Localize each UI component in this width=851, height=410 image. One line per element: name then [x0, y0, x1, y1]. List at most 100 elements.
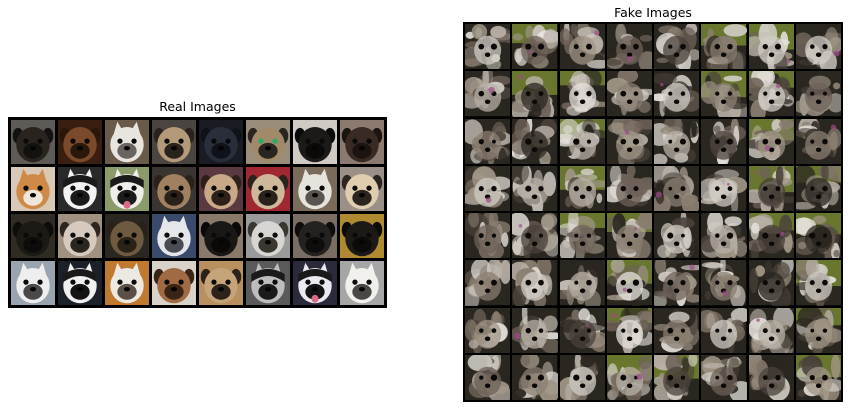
fake-dog-image — [795, 354, 841, 400]
real-dog-image — [293, 214, 337, 258]
fake-dog-image — [559, 260, 605, 306]
real-dog-image — [58, 120, 102, 164]
real-dog-image — [11, 261, 55, 305]
fake-dog-image — [795, 24, 841, 70]
real-dog-image — [105, 167, 149, 211]
fake-dog-image — [606, 354, 652, 400]
real-dog-image — [246, 167, 290, 211]
real-dog-image — [340, 120, 384, 164]
fake-dog-image — [606, 24, 652, 70]
fake-dog-image — [606, 213, 652, 259]
real-dog-image — [199, 120, 243, 164]
fake-dog-image — [654, 354, 700, 400]
fake-dog-image — [465, 213, 511, 259]
fake-dog-image — [559, 213, 605, 259]
real-images-grid — [8, 117, 387, 308]
fake-dog-image — [795, 213, 841, 259]
fake-images-grid — [463, 22, 843, 402]
fake-dog-image — [606, 118, 652, 164]
fake-dog-image — [559, 24, 605, 70]
fake-dog-image — [512, 213, 558, 259]
fake-dog-image — [748, 354, 794, 400]
fake-dog-image — [512, 165, 558, 211]
fake-dog-image — [654, 260, 700, 306]
fake-dog-image — [512, 118, 558, 164]
fake-dog-image — [795, 260, 841, 306]
fake-dog-image — [701, 307, 747, 353]
real-dog-image — [340, 167, 384, 211]
real-dog-image — [11, 214, 55, 258]
fake-dog-image — [654, 165, 700, 211]
real-dog-image — [152, 214, 196, 258]
real-dog-image — [152, 261, 196, 305]
fake-dog-image — [748, 213, 794, 259]
fake-dog-image — [701, 118, 747, 164]
fake-dog-image — [559, 165, 605, 211]
fake-dog-image — [795, 71, 841, 117]
fake-dog-image — [465, 118, 511, 164]
real-dog-image — [152, 167, 196, 211]
fake-dog-image — [512, 71, 558, 117]
fake-dog-image — [559, 354, 605, 400]
real-dog-image — [11, 167, 55, 211]
fake-dog-image — [701, 213, 747, 259]
fake-dog-image — [559, 118, 605, 164]
real-dog-image — [340, 214, 384, 258]
fake-dog-image — [748, 307, 794, 353]
real-dog-image — [246, 120, 290, 164]
fake-dog-image — [606, 71, 652, 117]
fake-images-title: Fake Images — [614, 5, 692, 20]
real-dog-image — [199, 214, 243, 258]
fake-dog-image — [654, 118, 700, 164]
fake-dog-image — [654, 71, 700, 117]
fake-dog-image — [606, 307, 652, 353]
real-dog-image — [58, 261, 102, 305]
real-images-title: Real Images — [159, 99, 236, 114]
real-dog-image — [199, 261, 243, 305]
fake-dog-image — [465, 165, 511, 211]
real-dog-image — [293, 167, 337, 211]
real-dog-image — [11, 120, 55, 164]
fake-dog-image — [654, 307, 700, 353]
fake-dog-image — [654, 213, 700, 259]
fake-dog-image — [748, 118, 794, 164]
fake-dog-image — [795, 165, 841, 211]
real-dog-image — [293, 120, 337, 164]
fake-dog-image — [606, 260, 652, 306]
real-dog-image — [105, 261, 149, 305]
real-dog-image — [246, 261, 290, 305]
fake-dog-image — [654, 24, 700, 70]
fake-dog-image — [748, 165, 794, 211]
real-dog-image — [199, 167, 243, 211]
fake-dog-image — [512, 354, 558, 400]
fake-dog-image — [701, 165, 747, 211]
fake-dog-image — [512, 307, 558, 353]
real-dog-image — [152, 120, 196, 164]
fake-dog-image — [559, 307, 605, 353]
fake-dog-image — [795, 307, 841, 353]
fake-dog-image — [748, 24, 794, 70]
fake-dog-image — [701, 71, 747, 117]
fake-dog-image — [701, 260, 747, 306]
real-dog-image — [105, 120, 149, 164]
fake-dog-image — [512, 24, 558, 70]
fake-dog-image — [748, 71, 794, 117]
real-dog-image — [58, 167, 102, 211]
fake-dog-image — [465, 354, 511, 400]
fake-dog-image — [465, 24, 511, 70]
real-dog-image — [293, 261, 337, 305]
fake-dog-image — [465, 260, 511, 306]
real-dog-image — [105, 214, 149, 258]
fake-dog-image — [559, 71, 605, 117]
fake-dog-image — [748, 260, 794, 306]
real-dog-image — [340, 261, 384, 305]
fake-dog-image — [795, 118, 841, 164]
fake-dog-image — [465, 71, 511, 117]
fake-dog-image — [606, 165, 652, 211]
fake-dog-image — [701, 24, 747, 70]
fake-dog-image — [701, 354, 747, 400]
fake-dog-image — [512, 260, 558, 306]
fake-dog-image — [465, 307, 511, 353]
real-dog-image — [246, 214, 290, 258]
real-dog-image — [58, 214, 102, 258]
